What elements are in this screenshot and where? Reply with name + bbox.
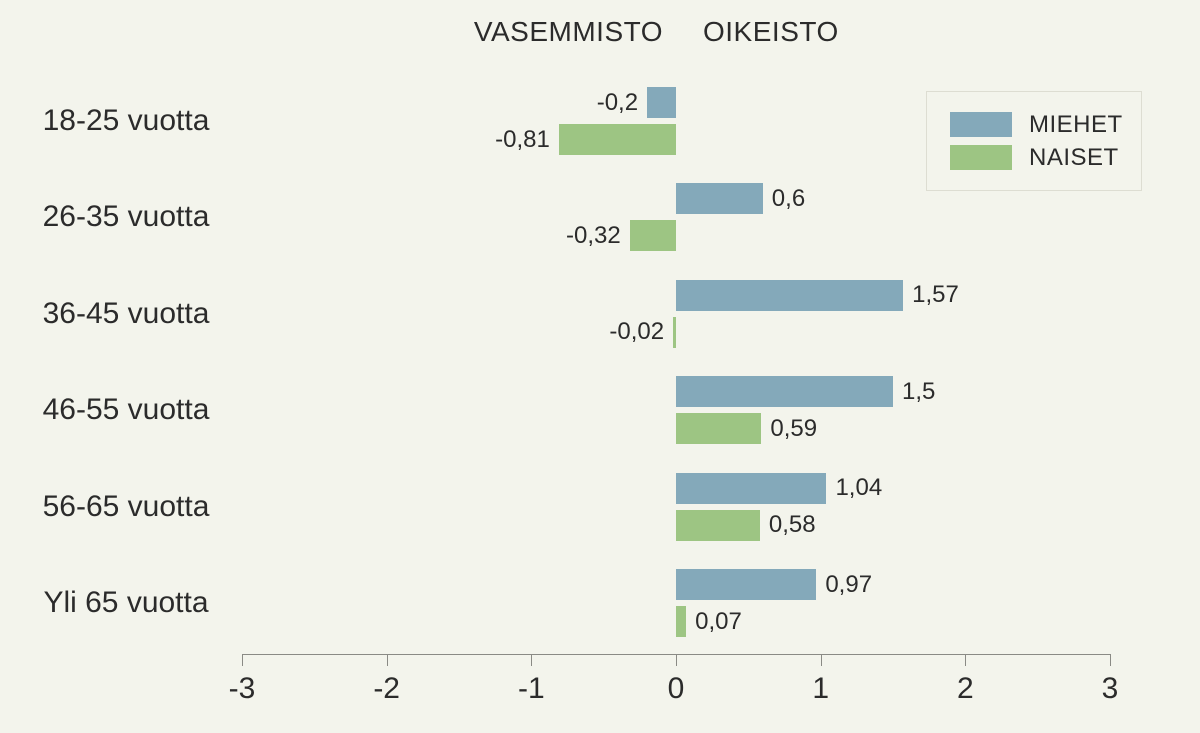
legend-item-miehet: MIEHET (950, 111, 1141, 139)
bar-value-label: 0,58 (768, 511, 816, 539)
x-axis-line (241, 654, 1110, 655)
bar-miehet-5 (676, 472, 827, 504)
bar-value-label: -0,81 (495, 125, 550, 153)
category-label: 26-35 vuotta (42, 200, 210, 234)
x-axis-tick (241, 654, 243, 666)
bar-miehet-2 (676, 183, 763, 215)
bar-value-label: 1,5 (902, 377, 936, 405)
legend-label-naiset: NAISET (1029, 143, 1119, 171)
bar-value-label: 0,97 (825, 570, 873, 598)
x-axis-tick (1110, 654, 1111, 666)
x-axis-tick-label: 3 (1101, 672, 1119, 705)
bar-miehet-4 (676, 376, 893, 408)
x-axis-tick (676, 654, 677, 666)
x-axis-tick (386, 654, 388, 666)
bar-value-label: 0,59 (770, 414, 818, 442)
bar-naiset-3 (673, 316, 676, 348)
legend: MIEHET NAISET (926, 91, 1142, 191)
bar-value-label: -0,2 (596, 88, 639, 116)
chart-title-right: OIKEISTO (703, 16, 839, 47)
chart-title-left: VASEMMISTO (473, 16, 663, 47)
x-axis-tick (820, 654, 822, 666)
bar-miehet-1 (647, 87, 676, 118)
x-axis-tick (531, 654, 533, 666)
legend-label-miehet: MIEHET (1029, 110, 1123, 138)
bar-naiset-5 (676, 509, 760, 541)
bar-value-label: 0,07 (695, 607, 742, 635)
bar-value-label: 1,04 (835, 474, 883, 502)
x-axis-tick-label: -1 (517, 672, 545, 705)
bar-naiset-6 (676, 606, 687, 637)
category-label: Yli 65 vuotta (43, 586, 209, 619)
bar-miehet-6 (676, 569, 817, 600)
legend-swatch-naiset (950, 145, 1012, 170)
x-axis-tick-label: -2 (373, 672, 400, 705)
legend-swatch-miehet (950, 112, 1012, 137)
category-label: 18-25 vuotta (42, 104, 210, 137)
bar-naiset-4 (676, 413, 762, 445)
bar-value-label: -0,32 (566, 221, 621, 249)
category-label: 46-55 vuotta (42, 393, 210, 427)
legend-item-naiset: NAISET (950, 144, 1141, 172)
x-axis-tick (965, 654, 967, 666)
bar-value-label: 1,57 (912, 281, 959, 309)
bar-naiset-2 (629, 220, 676, 252)
bar-naiset-1 (558, 124, 676, 155)
bar-value-label: 0,6 (771, 184, 806, 212)
x-axis-tick-label: 1 (812, 672, 829, 705)
category-label: 36-45 vuotta (42, 296, 210, 330)
x-axis-tick-label: 0 (667, 672, 685, 705)
x-axis-tick-label: -3 (228, 672, 256, 705)
category-label: 56-65 vuotta (42, 489, 210, 523)
bar-miehet-3 (676, 279, 904, 311)
bar-value-label: -0,02 (609, 318, 665, 346)
x-axis-tick-label: 2 (956, 672, 974, 705)
